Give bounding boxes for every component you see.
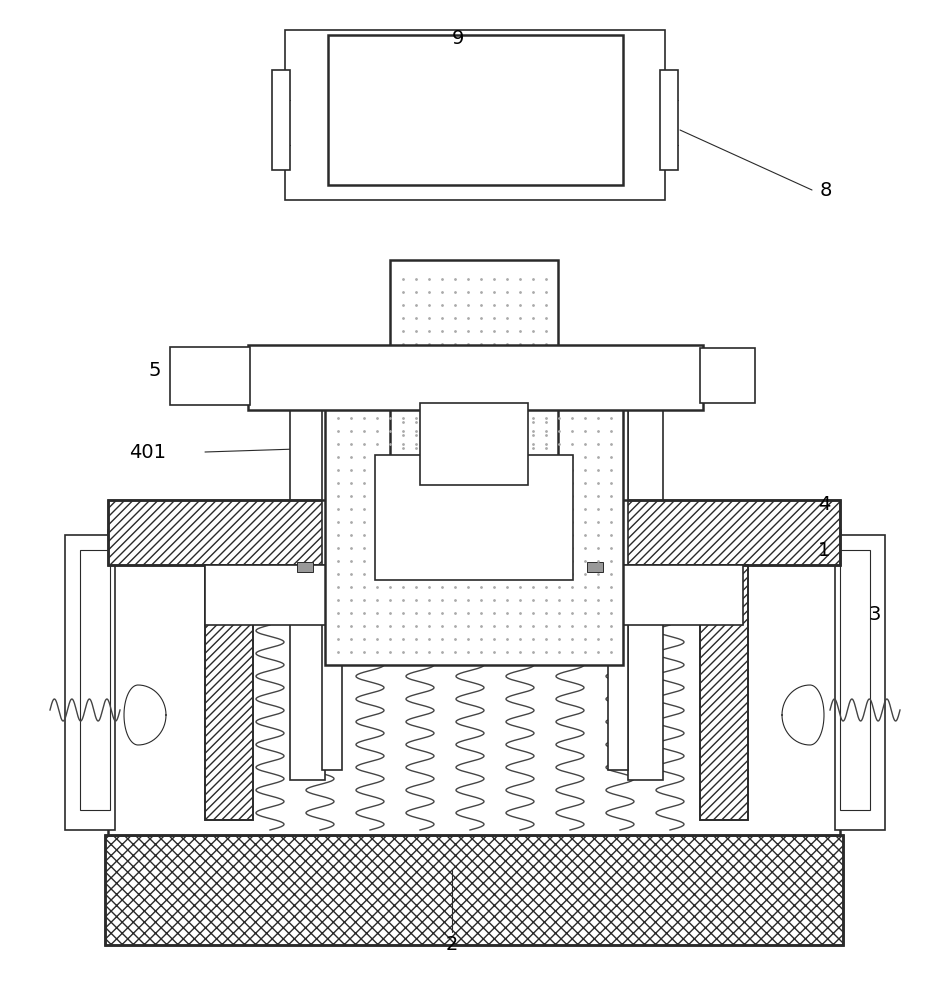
Bar	[248, 345, 703, 410]
Bar	[325, 400, 623, 665]
Bar	[205, 565, 253, 820]
Bar	[587, 562, 603, 572]
Text: 401: 401	[130, 442, 167, 462]
Bar	[290, 395, 325, 780]
Bar	[272, 70, 290, 170]
Bar	[608, 400, 628, 770]
Bar	[700, 565, 748, 820]
Bar	[105, 835, 843, 945]
Bar	[322, 400, 342, 770]
Bar	[700, 348, 755, 403]
Text: 1: 1	[818, 540, 831, 560]
Polygon shape	[782, 685, 824, 745]
Bar	[297, 562, 313, 572]
Text: 8: 8	[820, 180, 832, 200]
Text: 5: 5	[149, 360, 161, 379]
Bar	[375, 455, 573, 580]
Bar	[108, 500, 840, 565]
Text: 9: 9	[452, 28, 464, 47]
Bar	[108, 530, 840, 835]
Bar	[420, 403, 528, 485]
Bar	[108, 500, 840, 565]
Polygon shape	[124, 685, 166, 745]
Bar	[660, 70, 678, 170]
Text: 3: 3	[868, 605, 881, 624]
Bar	[170, 347, 250, 405]
Bar	[105, 835, 843, 945]
Bar	[80, 550, 110, 810]
Text: 2: 2	[446, 936, 458, 954]
Bar	[205, 565, 253, 820]
Bar	[328, 35, 623, 185]
Bar	[835, 535, 885, 830]
Bar	[492, 562, 508, 572]
Bar	[390, 260, 558, 500]
Bar	[628, 395, 663, 780]
Bar	[700, 565, 748, 820]
Bar	[285, 30, 665, 200]
Bar	[840, 550, 870, 810]
Bar	[205, 565, 743, 625]
Bar	[65, 535, 115, 830]
Bar	[392, 562, 408, 572]
Text: 4: 4	[818, 495, 831, 514]
